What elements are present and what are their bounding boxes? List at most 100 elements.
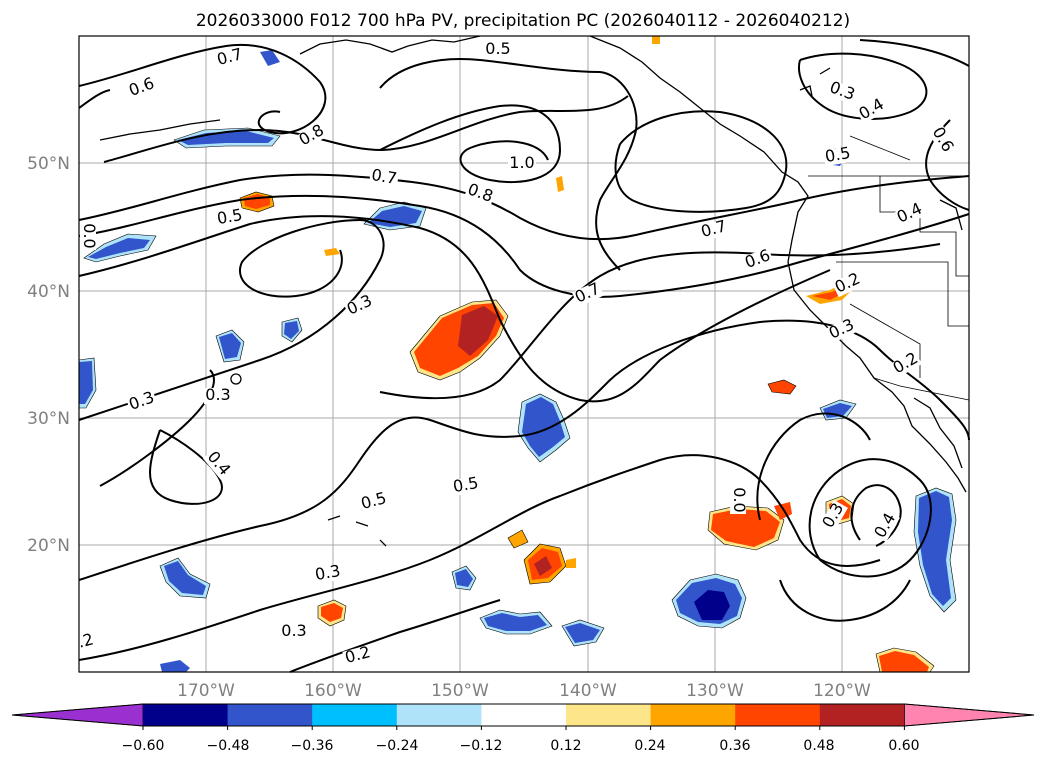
precip-positive-blob xyxy=(652,36,660,44)
precip-negative-blob xyxy=(215,329,245,363)
lon-label: 120°W xyxy=(813,681,871,701)
contour-label: 0.5 xyxy=(824,143,852,166)
colorbar-segment xyxy=(819,704,905,726)
latitude-labels: 50°N 40°N 30°N 20°N xyxy=(27,154,70,556)
precip-negative-blob xyxy=(517,393,571,463)
contour-label: 1.0 xyxy=(509,153,534,172)
lon-label: 170°W xyxy=(177,681,235,701)
contour-label-background xyxy=(464,181,496,207)
map-panel: 0.7 0.50.60.81.00.70.80.50.30.70.70.60.30… xyxy=(70,35,970,673)
lon-label: 150°W xyxy=(431,681,489,701)
contour-label-background xyxy=(820,499,848,533)
precip-positive-blob xyxy=(566,558,576,568)
colorbar xyxy=(11,703,1035,730)
contour-label-background xyxy=(484,42,512,58)
contour-label: 0.5 xyxy=(485,39,510,58)
contour-label: 0.7 xyxy=(370,165,398,188)
lat-label: 30°N xyxy=(27,409,70,429)
precip-negative-blob xyxy=(160,660,190,672)
contour-label-background xyxy=(312,563,344,585)
contour-label-background xyxy=(889,350,923,378)
colorbar-tick-label: −0.24 xyxy=(376,738,419,754)
contour-label-background xyxy=(831,270,865,298)
contour-label-background xyxy=(343,292,377,320)
contour-label-background xyxy=(730,486,746,514)
precip-negative-blob xyxy=(281,317,303,343)
colorbar-tick-label: −0.60 xyxy=(122,738,165,754)
contour-label-background xyxy=(214,46,246,70)
precip-positive-blob xyxy=(324,248,340,256)
contour-labels: 0.7 0.50.60.81.00.70.80.50.30.70.70.60.30… xyxy=(70,39,958,668)
colorbar-segment xyxy=(650,704,736,726)
contour-label-background xyxy=(872,509,900,543)
precip-negative-blob xyxy=(479,609,553,635)
lat-label: 20°N xyxy=(27,536,70,556)
contour-label-background xyxy=(742,247,774,273)
contour-label-background xyxy=(204,388,232,404)
contour-label-background xyxy=(126,389,158,415)
contour-label-background xyxy=(280,624,308,640)
colorbar-segment xyxy=(312,704,398,726)
contour-label: .2 xyxy=(76,629,96,651)
contour-label: 0.0 xyxy=(730,487,749,512)
colorbar-tick-label: −0.48 xyxy=(207,738,250,754)
precip-positive-blob xyxy=(507,529,529,549)
colorbar-tick-label: −0.12 xyxy=(460,738,503,754)
contour-label-background xyxy=(928,123,956,157)
colorbar-segment xyxy=(481,704,567,726)
colorbar-extend-high xyxy=(904,703,1035,727)
contour-label-background xyxy=(358,490,390,514)
lon-label: 140°W xyxy=(559,681,617,701)
contour-label-background xyxy=(368,167,400,189)
contour-label-background xyxy=(571,280,605,308)
contour-label-background xyxy=(214,207,246,229)
contour-label-background xyxy=(450,475,482,497)
colorbar-extend-low xyxy=(11,703,144,727)
precip-positive-blob xyxy=(317,599,347,627)
precip-negative-blob xyxy=(451,565,477,591)
contour-label-background xyxy=(295,122,329,150)
lon-label: 130°W xyxy=(686,681,744,701)
contour-label: 0.0 xyxy=(80,223,99,248)
precip-negative-blob xyxy=(173,127,281,149)
colorbar-tick-label: 0.60 xyxy=(888,738,919,754)
contour-label-background xyxy=(508,156,536,172)
colorbar-segment xyxy=(735,704,821,726)
contour-label-background xyxy=(822,145,854,167)
contour-label-background xyxy=(70,630,102,654)
precip-negative-blob xyxy=(78,357,97,409)
map-frame xyxy=(78,35,970,673)
contour-label-background xyxy=(855,96,889,124)
precip-negative-blob xyxy=(260,50,280,66)
contour-label-background xyxy=(825,316,859,344)
contour-label: 0.3 xyxy=(281,621,306,640)
coastlines xyxy=(99,35,967,547)
colorbar-tick-label: 0.12 xyxy=(550,738,581,754)
contour-label-background xyxy=(826,79,858,105)
contour-label: 0.5 xyxy=(452,473,480,496)
colorbar-segment xyxy=(566,704,652,726)
precip-positive-blob xyxy=(556,176,564,192)
colorbar-segment xyxy=(143,704,229,726)
contour-label-background xyxy=(126,75,158,101)
precip-positive-blob xyxy=(409,299,509,381)
lat-label: 50°N xyxy=(27,154,70,174)
precip-negative-blob xyxy=(159,557,211,599)
contour-label: 0.5 xyxy=(216,205,244,228)
colorbar-ticks: −0.60 −0.48 −0.36 −0.24 −0.12 0.12 0.24 … xyxy=(122,738,920,754)
lon-label: 160°W xyxy=(304,681,362,701)
pv-contours xyxy=(78,39,970,673)
contour-label-background xyxy=(698,218,730,242)
colorbar-segment xyxy=(396,704,482,726)
precip-anomaly-shading xyxy=(78,36,957,673)
contour-label: 0.3 xyxy=(314,561,342,584)
contour-label-background xyxy=(202,448,234,480)
contour-label-background xyxy=(342,644,374,668)
political-boundaries xyxy=(808,135,970,401)
contour-label-background xyxy=(80,222,96,250)
colorbar-tick-label: −0.36 xyxy=(291,738,334,754)
precip-positive-blob xyxy=(707,502,792,551)
precip-negative-blob xyxy=(363,201,427,231)
colorbar-tick-label: 0.48 xyxy=(803,738,834,754)
